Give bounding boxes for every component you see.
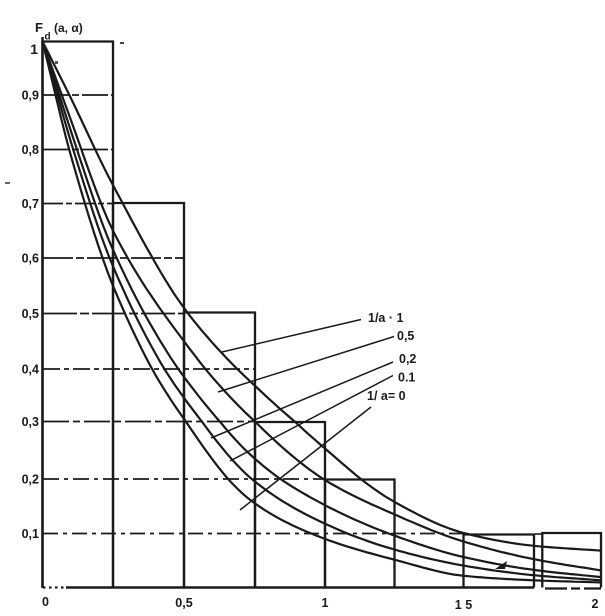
svg-text:(a, α): (a, α): [54, 21, 83, 35]
svg-text:0,5: 0,5: [22, 307, 39, 321]
svg-text:d: d: [45, 32, 51, 43]
svg-text:0,5: 0,5: [175, 596, 192, 610]
svg-text:1/ a= 0: 1/ a= 0: [367, 389, 406, 403]
svg-text:0,2: 0,2: [399, 352, 416, 366]
svg-text:0,7: 0,7: [22, 197, 39, 211]
svg-text:0,3: 0,3: [22, 415, 39, 429]
svg-text:1: 1: [30, 41, 38, 57]
svg-text:1/a · 1: 1/a · 1: [368, 311, 403, 325]
svg-text:0,8: 0,8: [22, 143, 39, 157]
svg-text:0,2: 0,2: [22, 473, 39, 487]
svg-text:0,6: 0,6: [22, 252, 39, 266]
svg-text:1: 1: [322, 596, 329, 610]
svg-text:0,4: 0,4: [22, 363, 39, 377]
svg-text:0,9: 0,9: [22, 89, 39, 103]
svg-text:0.1: 0.1: [398, 371, 415, 385]
svg-text:2: 2: [592, 597, 599, 611]
svg-text:0,5: 0,5: [397, 329, 414, 343]
svg-text:0,1: 0,1: [22, 527, 39, 541]
svg-text:0: 0: [42, 595, 49, 609]
svg-text:F: F: [35, 20, 43, 35]
svg-text:1 5: 1 5: [455, 598, 472, 611]
